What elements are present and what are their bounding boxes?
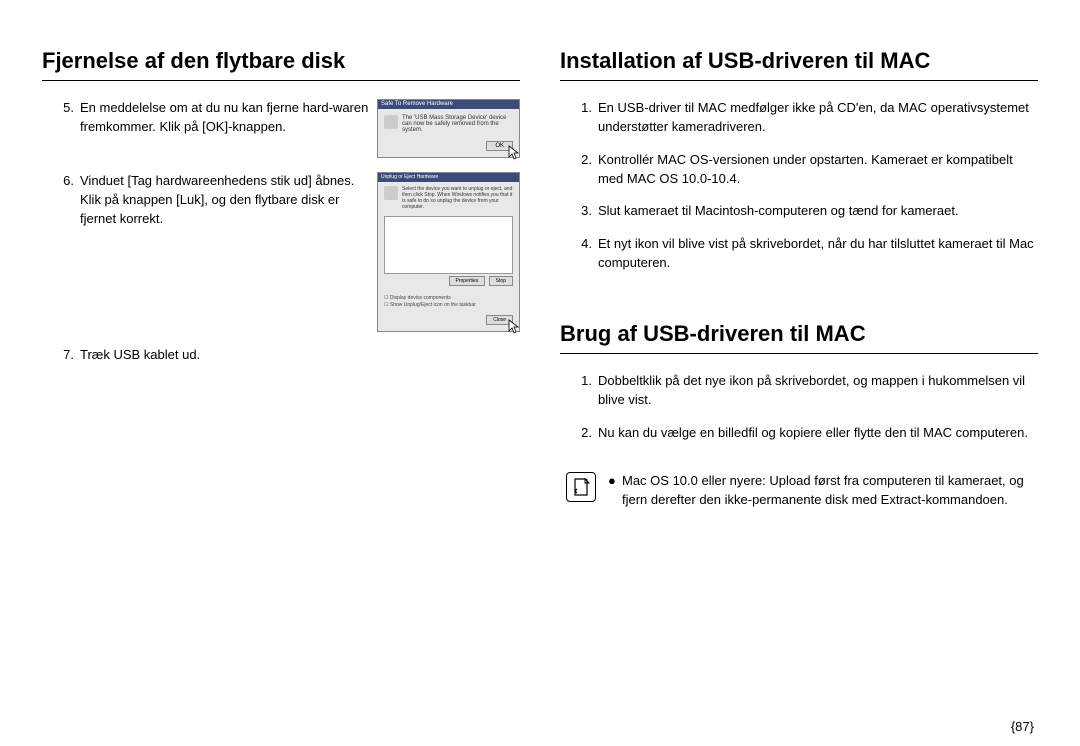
item-text: Dobbeltklik på det nye ikon på skrivebor… — [596, 372, 1038, 410]
dialog1-body: The 'USB Mass Storage Device' device can… — [402, 115, 513, 133]
item-text: Nu kan du vælge en billedfil og kopiere … — [596, 424, 1038, 443]
left-heading: Fjernelse af den flytbare disk — [42, 48, 520, 81]
left-item-5-row: 5. En meddelelse om at du nu kan fjerne … — [56, 99, 520, 158]
right-heading-2: Brug af USB-driveren til MAC — [560, 321, 1038, 354]
sec1-item-1: 1. En USB-driver til MAC medfølger ikke … — [574, 99, 1038, 137]
sec2-list: 1. Dobbeltklik på det nye ikon på skrive… — [560, 372, 1038, 443]
left-item-6: 6. Vinduet [Tag hardwareenhedens stik ud… — [56, 172, 369, 229]
dialog1-image: Safe To Remove Hardware The 'USB Mass St… — [377, 99, 520, 158]
item-text: Vinduet [Tag hardwareenhedens stik ud] å… — [78, 172, 369, 229]
note-text: ● Mac OS 10.0 eller nyere: Upload først … — [608, 472, 1038, 510]
item-number: 1. — [574, 99, 596, 118]
dialog2-stop-button: Stop — [489, 276, 513, 286]
sec1-list: 1. En USB-driver til MAC medfølger ikke … — [560, 99, 1038, 273]
item-number: 2. — [574, 424, 596, 443]
left-item-7: 7. Træk USB kablet ud. — [56, 346, 520, 365]
page-number: {87} — [1011, 719, 1034, 734]
item-text: Slut kameraet til Macintosh-computeren o… — [596, 202, 1038, 221]
cursor-icon — [507, 145, 523, 161]
hardware-icon — [384, 186, 398, 200]
dialog2-properties-button: Properties — [449, 276, 486, 286]
left-column: Fjernelse af den flytbare disk 5. En med… — [42, 48, 520, 510]
item-number: 5. — [56, 99, 78, 118]
dialog2-chk1: Display device components — [384, 295, 513, 301]
dialog2-chk2: Show Unplug/Eject icon on the taskbar — [384, 302, 513, 308]
sec1-item-2: 2. Kontrollér MAC OS-versionen under ops… — [574, 151, 1038, 189]
right-heading-1: Installation af USB-driveren til MAC — [560, 48, 1038, 81]
sec1-item-3: 3. Slut kameraet til Macintosh-computere… — [574, 202, 1038, 221]
dialog2-listbox — [384, 216, 513, 274]
item-text: En meddelelse om at du nu kan fjerne har… — [78, 99, 369, 137]
sec1-item-4: 4. Et nyt ikon vil blive vist på skriveb… — [574, 235, 1038, 273]
item-number: 6. — [56, 172, 78, 191]
dialog-unplug-eject: Unplug or Eject Hardware Select the devi… — [377, 172, 520, 332]
item-text: En USB-driver til MAC medfølger ikke på … — [596, 99, 1038, 137]
note-icon — [566, 472, 596, 502]
page-columns: Fjernelse af den flytbare disk 5. En med… — [42, 48, 1038, 510]
note-block: ● Mac OS 10.0 eller nyere: Upload først … — [560, 472, 1038, 510]
left-list: 5. En meddelelse om at du nu kan fjerne … — [42, 99, 520, 365]
dialog-safe-remove: Safe To Remove Hardware The 'USB Mass St… — [377, 99, 520, 158]
item-number: 7. — [56, 346, 78, 365]
bullet-dot: ● — [608, 472, 622, 510]
item-text: Kontrollér MAC OS-versionen under opstar… — [596, 151, 1038, 189]
info-icon — [384, 115, 398, 129]
dialog1-title: Safe To Remove Hardware — [378, 100, 519, 109]
item-number: 1. — [574, 372, 596, 391]
right-column: Installation af USB-driveren til MAC 1. … — [560, 48, 1038, 510]
note-content: Mac OS 10.0 eller nyere: Upload først fr… — [622, 472, 1038, 510]
item-text: Et nyt ikon vil blive vist på skrivebord… — [596, 235, 1038, 273]
dialog2-image: Unplug or Eject Hardware Select the devi… — [377, 172, 520, 332]
sec2-item-1: 1. Dobbeltklik på det nye ikon på skrive… — [574, 372, 1038, 410]
item-text: Træk USB kablet ud. — [78, 346, 520, 365]
cursor-icon — [507, 319, 523, 335]
item-number: 2. — [574, 151, 596, 170]
dialog2-instruction: Select the device you want to unplug or … — [402, 186, 513, 210]
item-number: 3. — [574, 202, 596, 221]
item-number: 4. — [574, 235, 596, 254]
sec2-item-2: 2. Nu kan du vælge en billedfil og kopie… — [574, 424, 1038, 443]
left-item-6-row: 6. Vinduet [Tag hardwareenhedens stik ud… — [56, 172, 520, 332]
dialog2-title: Unplug or Eject Hardware — [378, 173, 519, 182]
left-item-5: 5. En meddelelse om at du nu kan fjerne … — [56, 99, 369, 137]
